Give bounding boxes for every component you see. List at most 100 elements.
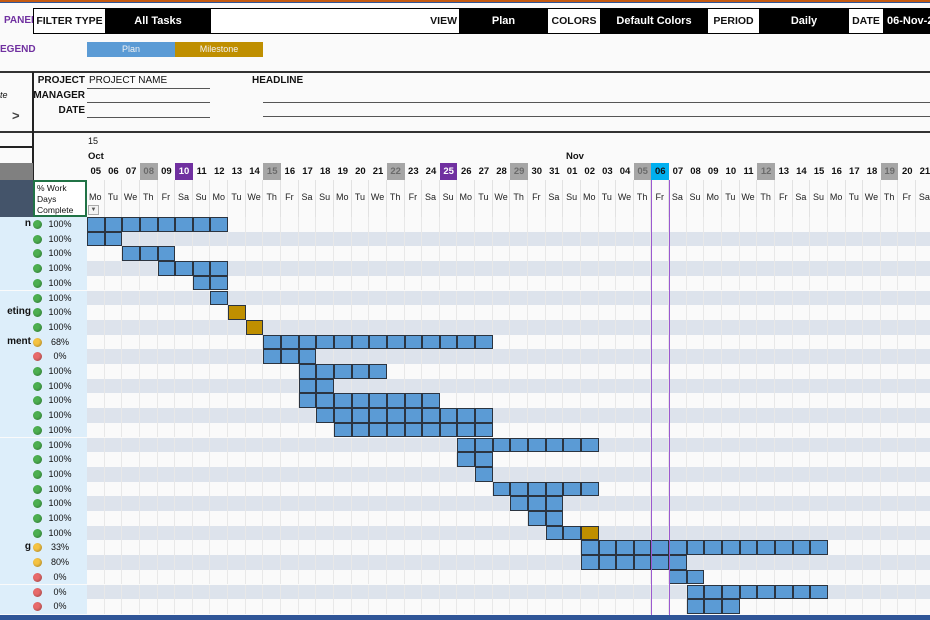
plan-bar[interactable]: [475, 408, 493, 423]
grid-cell[interactable]: [846, 231, 864, 247]
grid-cell[interactable]: [881, 481, 899, 497]
grid-cell[interactable]: [634, 393, 652, 409]
grid-cell[interactable]: [669, 217, 687, 232]
grid-cell[interactable]: [263, 261, 282, 276]
grid-cell[interactable]: [193, 452, 211, 467]
grid-cell[interactable]: [193, 305, 211, 320]
grid-cell[interactable]: [722, 378, 740, 394]
grid-cell[interactable]: [440, 275, 458, 291]
grid-cell[interactable]: [369, 275, 387, 291]
grid-cell[interactable]: [334, 275, 352, 291]
grid-cell[interactable]: [775, 364, 793, 379]
grid-cell[interactable]: [828, 349, 846, 364]
grid-cell[interactable]: [775, 569, 793, 585]
grid-cell[interactable]: [263, 408, 282, 423]
plan-bar[interactable]: [316, 334, 334, 350]
grid-cell[interactable]: [563, 569, 581, 585]
grid-cell[interactable]: [881, 584, 899, 600]
grid-cell[interactable]: [352, 496, 370, 511]
grid-cell[interactable]: [334, 584, 352, 600]
grid-cell[interactable]: [846, 584, 864, 600]
grid-cell[interactable]: [881, 305, 899, 320]
grid-cell[interactable]: [281, 569, 299, 585]
grid-cell[interactable]: [722, 319, 740, 335]
plan-bar[interactable]: [669, 540, 687, 556]
grid-cell[interactable]: [846, 437, 864, 453]
grid-cell[interactable]: [810, 217, 828, 232]
grid-cell[interactable]: [846, 393, 864, 409]
plan-bar[interactable]: [457, 422, 476, 438]
grid-cell[interactable]: [263, 275, 282, 291]
grid-cell[interactable]: [563, 511, 581, 526]
grid-cell[interactable]: [846, 496, 864, 511]
grid-cell[interactable]: [528, 246, 546, 262]
grid-cell[interactable]: [704, 408, 723, 423]
grid-cell[interactable]: [722, 305, 740, 320]
plan-bar[interactable]: [404, 408, 423, 423]
grid-cell[interactable]: [87, 393, 105, 409]
grid-cell[interactable]: [387, 481, 405, 497]
grid-cell[interactable]: [775, 422, 793, 438]
grid-cell[interactable]: [757, 334, 775, 350]
grid-cell[interactable]: [581, 496, 599, 511]
grid-cell[interactable]: [281, 305, 299, 320]
grid-cell[interactable]: [599, 246, 617, 262]
grid-cell[interactable]: [246, 511, 264, 526]
plan-bar[interactable]: [510, 437, 528, 453]
grid-cell[interactable]: [387, 349, 405, 364]
grid-cell[interactable]: [422, 217, 440, 232]
grid-cell[interactable]: [475, 584, 493, 600]
grid-cell[interactable]: [493, 393, 511, 409]
grid-cell[interactable]: [281, 275, 299, 291]
grid-cell[interactable]: [616, 305, 634, 320]
grid-cell[interactable]: [140, 349, 158, 364]
grid-cell[interactable]: [105, 290, 123, 306]
grid-cell[interactable]: [405, 599, 423, 614]
grid-cell[interactable]: [281, 584, 299, 600]
grid-cell[interactable]: [246, 422, 264, 438]
grid-cell[interactable]: [352, 261, 370, 276]
grid-cell[interactable]: [193, 422, 211, 438]
grid-cell[interactable]: [193, 584, 211, 600]
grid-cell[interactable]: [722, 217, 740, 232]
grid-cell[interactable]: [140, 305, 158, 320]
grid-cell[interactable]: [651, 275, 670, 291]
grid-cell[interactable]: [793, 261, 811, 276]
task-row-label[interactable]: 100%: [0, 231, 87, 247]
grid-cell[interactable]: [369, 496, 387, 511]
grid-cell[interactable]: [898, 334, 917, 350]
grid-cell[interactable]: [140, 555, 158, 570]
grid-cell[interactable]: [634, 364, 652, 379]
grid-cell[interactable]: [722, 275, 740, 291]
grid-cell[interactable]: [863, 305, 881, 320]
grid-cell[interactable]: [263, 437, 282, 453]
grid-cell[interactable]: [457, 349, 476, 364]
grid-cell[interactable]: [599, 569, 617, 585]
grid-cell[interactable]: [581, 217, 599, 232]
grid-cell[interactable]: [757, 246, 775, 262]
grid-cell[interactable]: [210, 584, 229, 600]
grid-cell[interactable]: [881, 525, 899, 541]
grid-cell[interactable]: [810, 349, 828, 364]
grid-cell[interactable]: [263, 290, 282, 306]
grid-cell[interactable]: [193, 408, 211, 423]
grid-cell[interactable]: [898, 452, 917, 467]
grid-cell[interactable]: [263, 540, 282, 556]
grid-cell[interactable]: [369, 555, 387, 570]
grid-cell[interactable]: [158, 540, 176, 556]
grid-cell[interactable]: [440, 378, 458, 394]
plan-bar[interactable]: [210, 290, 229, 306]
grid-cell[interactable]: [299, 231, 317, 247]
plan-bar[interactable]: [298, 364, 317, 379]
plan-bar[interactable]: [369, 364, 387, 379]
grid-cell[interactable]: [793, 231, 811, 247]
plan-bar[interactable]: [439, 408, 458, 423]
grid-cell[interactable]: [793, 496, 811, 511]
grid-cell[interactable]: [457, 481, 476, 497]
grid-cell[interactable]: [581, 466, 599, 482]
grid-cell[interactable]: [581, 349, 599, 364]
grid-cell[interactable]: [793, 378, 811, 394]
grid-cell[interactable]: [475, 496, 493, 511]
grid-cell[interactable]: [793, 599, 811, 614]
grid-cell[interactable]: [369, 569, 387, 585]
